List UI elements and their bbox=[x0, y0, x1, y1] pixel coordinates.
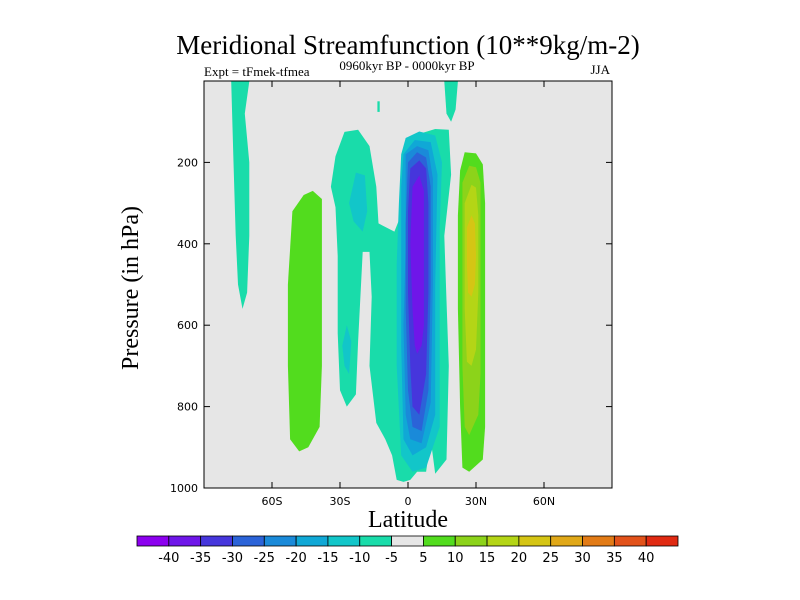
colorbar-swatch bbox=[582, 535, 615, 547]
contour-eq-blip-minus5 bbox=[377, 101, 380, 112]
y-tick-label: 600 bbox=[177, 319, 198, 332]
contour-core-minus35 bbox=[410, 175, 424, 354]
colorbar-swatch bbox=[168, 535, 202, 547]
x-tick-label: 30N bbox=[465, 495, 487, 508]
colorbar-label: -15 bbox=[317, 551, 338, 566]
colorbar-swatch bbox=[136, 535, 170, 547]
y-tick-label: 800 bbox=[177, 401, 198, 414]
experiment-label: Expt = tFmek-tfmea bbox=[204, 64, 310, 79]
x-tick-label: 60N bbox=[533, 495, 555, 508]
colorbar-label: -40 bbox=[158, 551, 179, 566]
contour-nh-cell-plus20 bbox=[466, 215, 476, 297]
time-range-label: 0960kyr BP - 0000kyr BP bbox=[339, 58, 474, 73]
colorbar-label: 30 bbox=[574, 551, 591, 566]
colorbar-swatch bbox=[200, 535, 233, 547]
colorbar-label: -10 bbox=[349, 551, 370, 566]
colorbar-swatch bbox=[423, 535, 456, 547]
y-axis: 200 400 600 800 1000 bbox=[170, 156, 612, 495]
contour-sh-cell-minus10-low bbox=[342, 325, 352, 374]
colorbar-swatch bbox=[263, 535, 297, 547]
colorbar-swatch bbox=[232, 535, 265, 547]
x-tick-label: 60S bbox=[262, 495, 283, 508]
x-tick-label: 0 bbox=[405, 495, 412, 508]
y-tick-label: 1000 bbox=[170, 482, 198, 495]
colorbar-label: 10 bbox=[447, 551, 464, 566]
colorbar-swatch bbox=[645, 535, 679, 547]
contour-sh-strip-minus5 bbox=[231, 81, 250, 309]
colorbar-label: 25 bbox=[542, 551, 559, 566]
chart-title: Meridional Streamfunction (10**9kg/m-2) bbox=[176, 30, 639, 60]
colorbar-label: -25 bbox=[254, 551, 275, 566]
x-axis-title: Latitude bbox=[368, 507, 448, 533]
colorbar-label: 35 bbox=[606, 551, 623, 566]
colorbar-label: -30 bbox=[222, 551, 243, 566]
contour-layer bbox=[231, 81, 486, 482]
y-axis-title: Pressure (in hPa) bbox=[118, 206, 144, 370]
colorbar-label: -5 bbox=[385, 551, 398, 566]
y-tick-label: 200 bbox=[177, 156, 198, 169]
contour-sh-cell-minus10 bbox=[349, 172, 368, 232]
colorbar-swatch bbox=[359, 535, 392, 547]
colorbar-swatch bbox=[327, 535, 361, 547]
season-label: JJA bbox=[590, 62, 610, 77]
colorbar-swatch bbox=[550, 535, 583, 547]
contour-sh-green-plus5 bbox=[287, 190, 322, 452]
contour-nh-strip-minus5 bbox=[444, 81, 458, 122]
x-axis: 60S 30S 0 30N 60N bbox=[262, 81, 555, 508]
plot-area bbox=[203, 80, 613, 489]
colorbar-swatch bbox=[391, 535, 424, 547]
colorbar-label: 15 bbox=[479, 551, 496, 566]
colorbar-label: -20 bbox=[286, 551, 307, 566]
colorbar-label: -35 bbox=[190, 551, 211, 566]
colorbar-swatch bbox=[486, 535, 520, 547]
colorbar-swatch bbox=[613, 535, 647, 547]
colorbar-swatch bbox=[295, 535, 329, 547]
colorbar-label: 20 bbox=[511, 551, 528, 566]
colorbar-label: 5 bbox=[419, 551, 427, 566]
colorbar-swatch bbox=[454, 535, 488, 547]
colorbar-swatch bbox=[518, 535, 552, 547]
colorbar-label: 40 bbox=[638, 551, 655, 566]
x-tick-label: 30S bbox=[330, 495, 351, 508]
colorbar: -40 -35 -30 -25 -20 -15 -10 -5 5 10 15 20 25 30 35 40 bbox=[136, 535, 679, 566]
y-tick-label: 400 bbox=[177, 238, 198, 251]
